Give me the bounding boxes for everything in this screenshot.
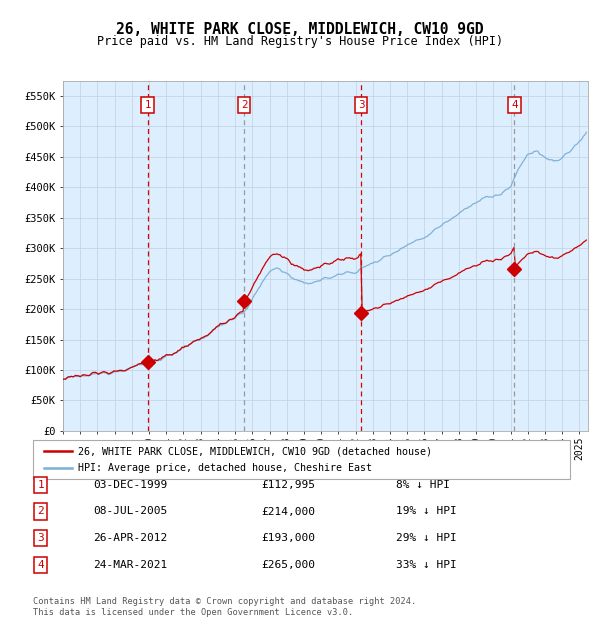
- Text: £214,000: £214,000: [261, 507, 315, 516]
- Text: 3: 3: [358, 100, 364, 110]
- Text: 26-APR-2012: 26-APR-2012: [93, 533, 167, 543]
- Text: 19% ↓ HPI: 19% ↓ HPI: [396, 507, 457, 516]
- Text: 33% ↓ HPI: 33% ↓ HPI: [396, 560, 457, 570]
- Text: £112,995: £112,995: [261, 480, 315, 490]
- Text: HPI: Average price, detached house, Cheshire East: HPI: Average price, detached house, Ches…: [78, 463, 372, 472]
- Text: 08-JUL-2005: 08-JUL-2005: [93, 507, 167, 516]
- Text: 24-MAR-2021: 24-MAR-2021: [93, 560, 167, 570]
- Text: Contains HM Land Registry data © Crown copyright and database right 2024.: Contains HM Land Registry data © Crown c…: [33, 597, 416, 606]
- Text: 4: 4: [37, 560, 44, 570]
- Text: 1: 1: [145, 100, 151, 110]
- Text: 26, WHITE PARK CLOSE, MIDDLEWICH, CW10 9GD (detached house): 26, WHITE PARK CLOSE, MIDDLEWICH, CW10 9…: [78, 446, 432, 456]
- Text: 4: 4: [511, 100, 518, 110]
- Text: 1: 1: [37, 480, 44, 490]
- Text: £193,000: £193,000: [261, 533, 315, 543]
- Text: 3: 3: [37, 533, 44, 543]
- Text: 26, WHITE PARK CLOSE, MIDDLEWICH, CW10 9GD: 26, WHITE PARK CLOSE, MIDDLEWICH, CW10 9…: [116, 22, 484, 37]
- Text: £265,000: £265,000: [261, 560, 315, 570]
- Text: 03-DEC-1999: 03-DEC-1999: [93, 480, 167, 490]
- Text: This data is licensed under the Open Government Licence v3.0.: This data is licensed under the Open Gov…: [33, 608, 353, 617]
- Text: Price paid vs. HM Land Registry's House Price Index (HPI): Price paid vs. HM Land Registry's House …: [97, 35, 503, 48]
- Text: 29% ↓ HPI: 29% ↓ HPI: [396, 533, 457, 543]
- Text: 2: 2: [241, 100, 247, 110]
- Text: 8% ↓ HPI: 8% ↓ HPI: [396, 480, 450, 490]
- Text: 2: 2: [37, 507, 44, 516]
